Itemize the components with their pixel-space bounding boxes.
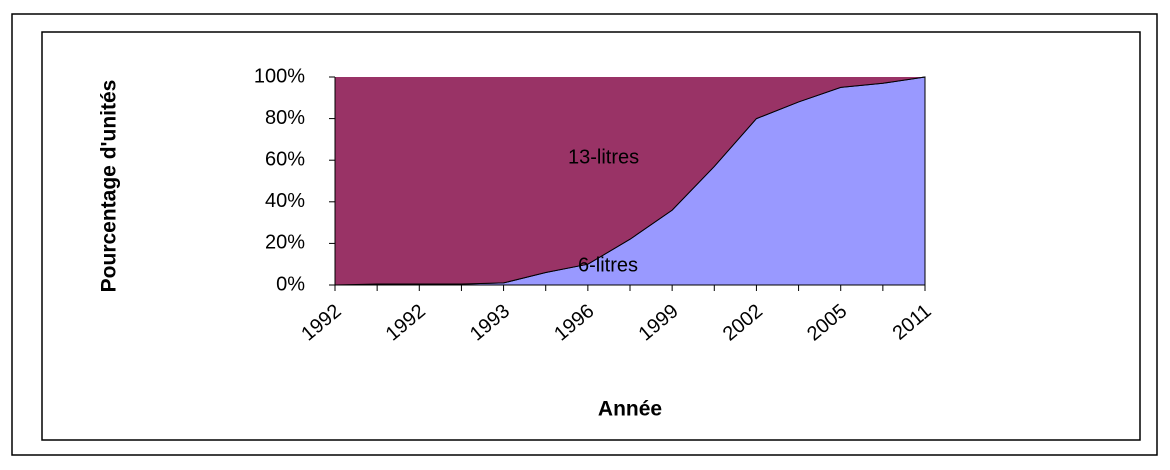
x-tick-label: 2002: [719, 300, 767, 345]
outer-frame: [11, 13, 1158, 456]
area-boundary: [334, 76, 926, 286]
y-tick-label: 100%: [254, 65, 305, 87]
chart-frame: [41, 31, 1141, 441]
y-tick-label: 60%: [265, 148, 305, 170]
y-tick-label: 80%: [265, 107, 305, 129]
area: [335, 77, 925, 285]
x-tick-label: 1993: [466, 300, 514, 345]
y-axis-title: Pourcentage d'unités: [98, 80, 121, 293]
x-axis-title: Année: [598, 398, 662, 421]
x-tick-label: 2005: [803, 300, 851, 345]
y-tick-label: 40%: [265, 190, 305, 212]
x-tick-label: 1992: [382, 300, 430, 345]
series-label: 13-litres: [568, 146, 639, 168]
x-tick-label: 1992: [297, 300, 345, 345]
x-tick-label: 2011: [889, 300, 936, 345]
x-tick-label: 1996: [550, 300, 598, 345]
series-label: 6-litres: [578, 254, 638, 276]
y-tick-label: 20%: [265, 232, 305, 254]
y-tick-label: 0%: [276, 273, 305, 295]
x-tick-label: 1999: [635, 300, 683, 345]
